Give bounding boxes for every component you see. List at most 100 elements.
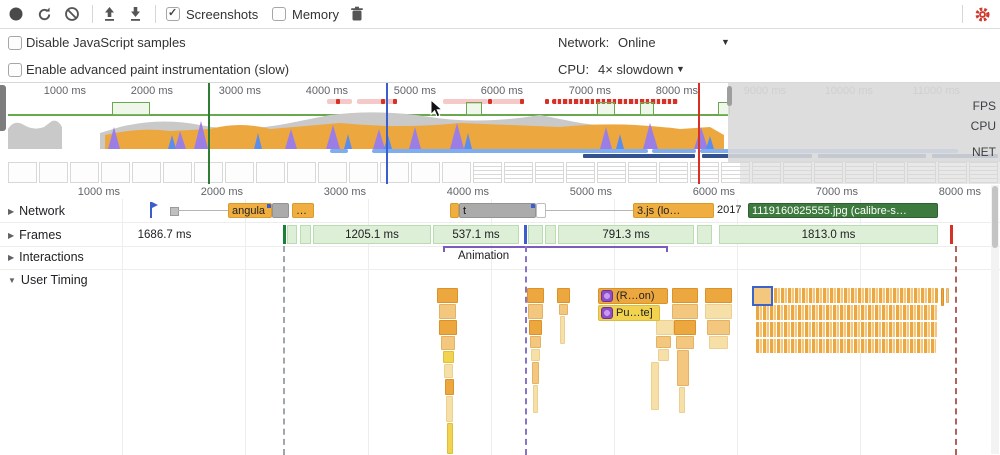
network-request-bar[interactable] bbox=[536, 203, 546, 218]
user-timing-block[interactable] bbox=[446, 396, 453, 422]
user-timing-block[interactable] bbox=[677, 350, 689, 386]
user-timing-block[interactable] bbox=[709, 336, 728, 349]
frame-bar[interactable] bbox=[528, 225, 543, 244]
screenshot-thumbnail[interactable] bbox=[473, 162, 502, 183]
user-timing-block[interactable] bbox=[651, 362, 659, 410]
user-timing-block[interactable] bbox=[532, 362, 539, 384]
network-dropdown-arrow-icon[interactable]: ▼ bbox=[721, 37, 730, 47]
screenshot-thumbnail[interactable] bbox=[535, 162, 564, 183]
screenshot-thumbnail[interactable] bbox=[628, 162, 657, 183]
vertical-scrollbar[interactable] bbox=[991, 185, 999, 454]
screenshots-checkbox-box[interactable] bbox=[166, 6, 180, 21]
interactions-track-header[interactable]: ▶ Interactions bbox=[8, 250, 84, 264]
network-request-bar[interactable] bbox=[272, 203, 289, 218]
selected-user-timing-block[interactable] bbox=[752, 286, 773, 306]
frame-bar[interactable]: 1205.1 ms bbox=[313, 225, 431, 244]
screenshots-checkbox[interactable]: Screenshots bbox=[166, 0, 258, 28]
load-profile-button[interactable] bbox=[102, 0, 117, 28]
overview-left-resize-handle[interactable] bbox=[0, 85, 6, 131]
user-timing-block[interactable] bbox=[533, 385, 538, 413]
cpu-throttle-value[interactable]: 4× slowdown bbox=[598, 62, 674, 77]
vertical-scrollbar-thumb[interactable] bbox=[992, 186, 998, 248]
user-timing-block[interactable] bbox=[557, 288, 570, 303]
screenshot-thumbnail[interactable] bbox=[349, 162, 378, 183]
network-collapse-icon[interactable]: ▶ bbox=[8, 207, 15, 216]
reload-button[interactable] bbox=[36, 0, 53, 28]
screenshot-thumbnail[interactable] bbox=[690, 162, 719, 183]
user-timing-block[interactable] bbox=[679, 387, 685, 413]
user-timing-block[interactable] bbox=[531, 349, 540, 361]
network-track-header[interactable]: ▶ Network bbox=[8, 204, 65, 218]
user-timing-block[interactable] bbox=[656, 336, 671, 348]
user-timing-dense-row[interactable] bbox=[756, 339, 936, 353]
frame-bar[interactable] bbox=[545, 225, 556, 244]
timeline-overview[interactable]: 1000 ms 2000 ms 3000 ms 4000 ms 5000 ms 6000 … bbox=[0, 82, 1000, 186]
user-timing-block[interactable] bbox=[443, 351, 454, 363]
screenshot-thumbnail[interactable] bbox=[39, 162, 68, 183]
network-request-bar[interactable] bbox=[450, 203, 459, 218]
frame-bar[interactable]: 1686.7 ms bbox=[137, 228, 192, 241]
screenshot-thumbnail[interactable] bbox=[597, 162, 626, 183]
screenshot-thumbnail[interactable] bbox=[659, 162, 688, 183]
user-timing-expand-icon[interactable]: ▼ bbox=[8, 276, 16, 285]
screenshot-thumbnail[interactable] bbox=[287, 162, 316, 183]
user-timing-block[interactable] bbox=[705, 288, 732, 303]
user-timing-block[interactable] bbox=[656, 320, 674, 335]
record-button[interactable] bbox=[8, 0, 24, 28]
user-timing-block[interactable] bbox=[946, 288, 949, 303]
frames-track-header[interactable]: ▶ Frames bbox=[8, 228, 62, 242]
screenshot-thumbnail[interactable] bbox=[163, 162, 192, 183]
frame-bar[interactable] bbox=[697, 225, 712, 244]
screenshot-thumbnail[interactable] bbox=[225, 162, 254, 183]
user-timing-dense-row[interactable] bbox=[756, 322, 938, 337]
screenshot-thumbnail[interactable] bbox=[256, 162, 285, 183]
user-timing-block[interactable] bbox=[559, 304, 568, 315]
frame-bar[interactable]: 791.3 ms bbox=[558, 225, 694, 244]
user-timing-block[interactable] bbox=[705, 304, 732, 319]
network-throttle-value[interactable]: Online bbox=[618, 35, 656, 50]
user-timing-labeled-bar[interactable]: (R…on) bbox=[598, 288, 668, 304]
screenshot-thumbnail[interactable] bbox=[504, 162, 533, 183]
screenshot-thumbnail[interactable] bbox=[318, 162, 347, 183]
user-timing-block[interactable] bbox=[529, 320, 542, 335]
user-timing-block[interactable] bbox=[441, 336, 455, 350]
user-timing-block[interactable] bbox=[447, 423, 453, 454]
overview-range-handle[interactable] bbox=[727, 86, 732, 106]
memory-checkbox[interactable]: Memory bbox=[272, 0, 339, 28]
network-request-bar[interactable]: t bbox=[459, 203, 536, 218]
user-timing-block[interactable] bbox=[560, 316, 565, 344]
interactions-collapse-icon[interactable]: ▶ bbox=[8, 253, 15, 262]
frame-bar[interactable] bbox=[287, 225, 297, 244]
user-timing-dense-row[interactable] bbox=[774, 288, 938, 303]
frame-bar[interactable] bbox=[300, 225, 311, 244]
screenshot-thumbnail[interactable] bbox=[380, 162, 409, 183]
cpu-dropdown-arrow-icon[interactable]: ▼ bbox=[676, 64, 685, 74]
screenshot-thumbnail[interactable] bbox=[8, 162, 37, 183]
clear-button[interactable] bbox=[64, 0, 80, 28]
screenshot-thumbnail[interactable] bbox=[70, 162, 99, 183]
user-timing-block[interactable] bbox=[658, 349, 669, 361]
network-request-bar[interactable]: 1119160825555.jpg (calibre-s… bbox=[748, 203, 938, 218]
frame-bar[interactable]: 537.1 ms bbox=[433, 225, 519, 244]
user-timing-block[interactable] bbox=[527, 288, 544, 303]
user-timing-block[interactable] bbox=[445, 379, 454, 395]
network-request-bar[interactable]: angula bbox=[228, 203, 272, 218]
frames-collapse-icon[interactable]: ▶ bbox=[8, 231, 15, 240]
advanced-paint-checkbox[interactable] bbox=[8, 63, 22, 77]
save-profile-button[interactable] bbox=[128, 0, 143, 28]
user-timing-block[interactable] bbox=[674, 320, 696, 335]
screenshot-thumbnail[interactable] bbox=[566, 162, 595, 183]
memory-checkbox-box[interactable] bbox=[272, 7, 286, 21]
network-request-bar[interactable]: 3.js (lo… bbox=[633, 203, 714, 218]
user-timing-block[interactable] bbox=[444, 364, 453, 378]
screenshot-thumbnail[interactable] bbox=[101, 162, 130, 183]
user-timing-dense-row[interactable] bbox=[756, 305, 938, 320]
capture-settings-gear-icon[interactable] bbox=[974, 0, 991, 28]
user-timing-track-header[interactable]: ▼ User Timing bbox=[8, 273, 88, 287]
user-timing-block[interactable] bbox=[530, 336, 541, 348]
user-timing-block[interactable] bbox=[672, 304, 698, 319]
user-timing-block[interactable] bbox=[672, 288, 698, 303]
user-timing-block[interactable] bbox=[528, 304, 543, 319]
user-timing-block[interactable] bbox=[437, 288, 458, 303]
screenshot-thumbnail[interactable] bbox=[132, 162, 161, 183]
